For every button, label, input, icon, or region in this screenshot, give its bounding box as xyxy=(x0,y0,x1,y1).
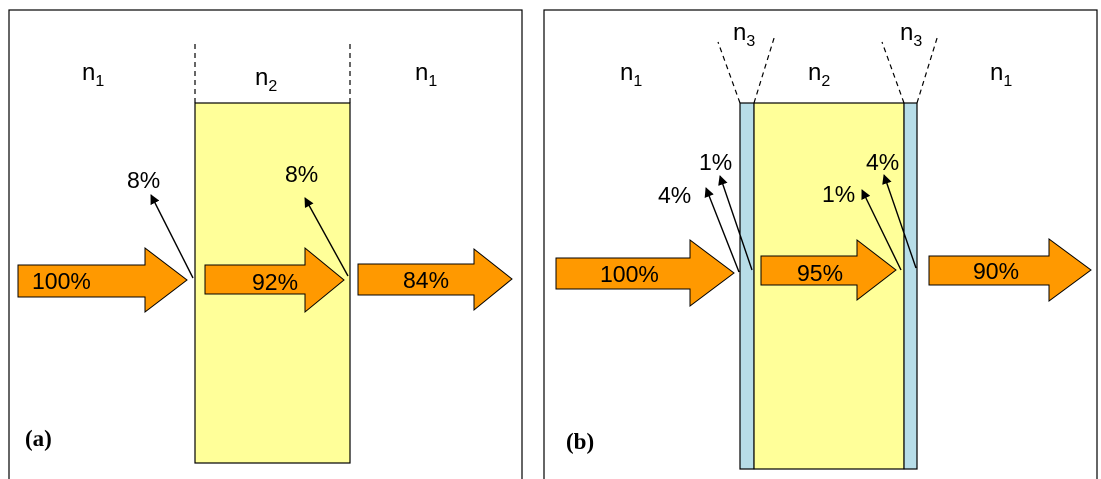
transmitted-label-0: 100% xyxy=(600,261,659,287)
panel-a: n1 n2 n1 100% 92% 84% 8% 8% (a) xyxy=(8,9,523,479)
transmitted-label-0: 100% xyxy=(32,268,91,294)
transmitted-label-2: 84% xyxy=(403,267,449,293)
transmitted-label-2: 90% xyxy=(973,258,1019,284)
reflection-ray-right-outer xyxy=(882,174,917,269)
coating-right-n3 xyxy=(903,102,918,470)
coating-left-callout-a xyxy=(717,41,741,104)
coating-right-callout-b xyxy=(916,34,939,104)
arrow-incident xyxy=(555,239,735,307)
medium-label-middle: n2 xyxy=(808,59,830,90)
panel-tag-a: (a) xyxy=(25,426,52,451)
panel-tag-b: (b) xyxy=(566,429,594,454)
reflection-ray-left xyxy=(150,194,194,279)
medium-label-coating-left: n3 xyxy=(733,19,755,50)
reflected-label-right-inner: 1% xyxy=(822,181,855,207)
transmitted-label-1: 92% xyxy=(252,269,298,295)
reflected-label-right-outer: 4% xyxy=(866,149,899,175)
arrow-inside-slab xyxy=(760,238,897,302)
reflection-ray-right xyxy=(304,197,349,277)
medium-label-right: n1 xyxy=(990,59,1012,90)
medium-label-left: n1 xyxy=(620,59,642,90)
panel-b: n1 n3 n2 n3 n1 100% 95% 90% 4% 1% 1% 4% … xyxy=(543,9,1098,479)
coating-right-callout-a xyxy=(881,41,905,104)
medium-label-middle: n2 xyxy=(255,64,277,95)
coating-left-callout-b xyxy=(753,34,776,104)
arrow-transmitted xyxy=(357,247,513,312)
reflection-ray-right-inner xyxy=(861,189,902,271)
reflection-ray-left-outer xyxy=(704,187,740,273)
slab-n2 xyxy=(753,102,905,470)
reflected-label-left-outer: 4% xyxy=(658,182,691,208)
reflected-label-1: 8% xyxy=(285,161,318,187)
medium-label-coating-right: n3 xyxy=(900,19,922,50)
arrow-inside-slab xyxy=(204,246,345,314)
medium-label-left: n1 xyxy=(82,59,104,90)
medium-label-right: n1 xyxy=(415,59,437,90)
transmitted-label-1: 95% xyxy=(797,260,843,286)
reflected-label-0: 8% xyxy=(127,167,160,193)
reflected-label-left-inner: 1% xyxy=(699,149,732,175)
arrow-transmitted xyxy=(928,238,1092,302)
coating-left-n3 xyxy=(739,102,755,470)
reflection-ray-left-inner xyxy=(718,175,753,271)
arrow-incident xyxy=(17,246,188,314)
